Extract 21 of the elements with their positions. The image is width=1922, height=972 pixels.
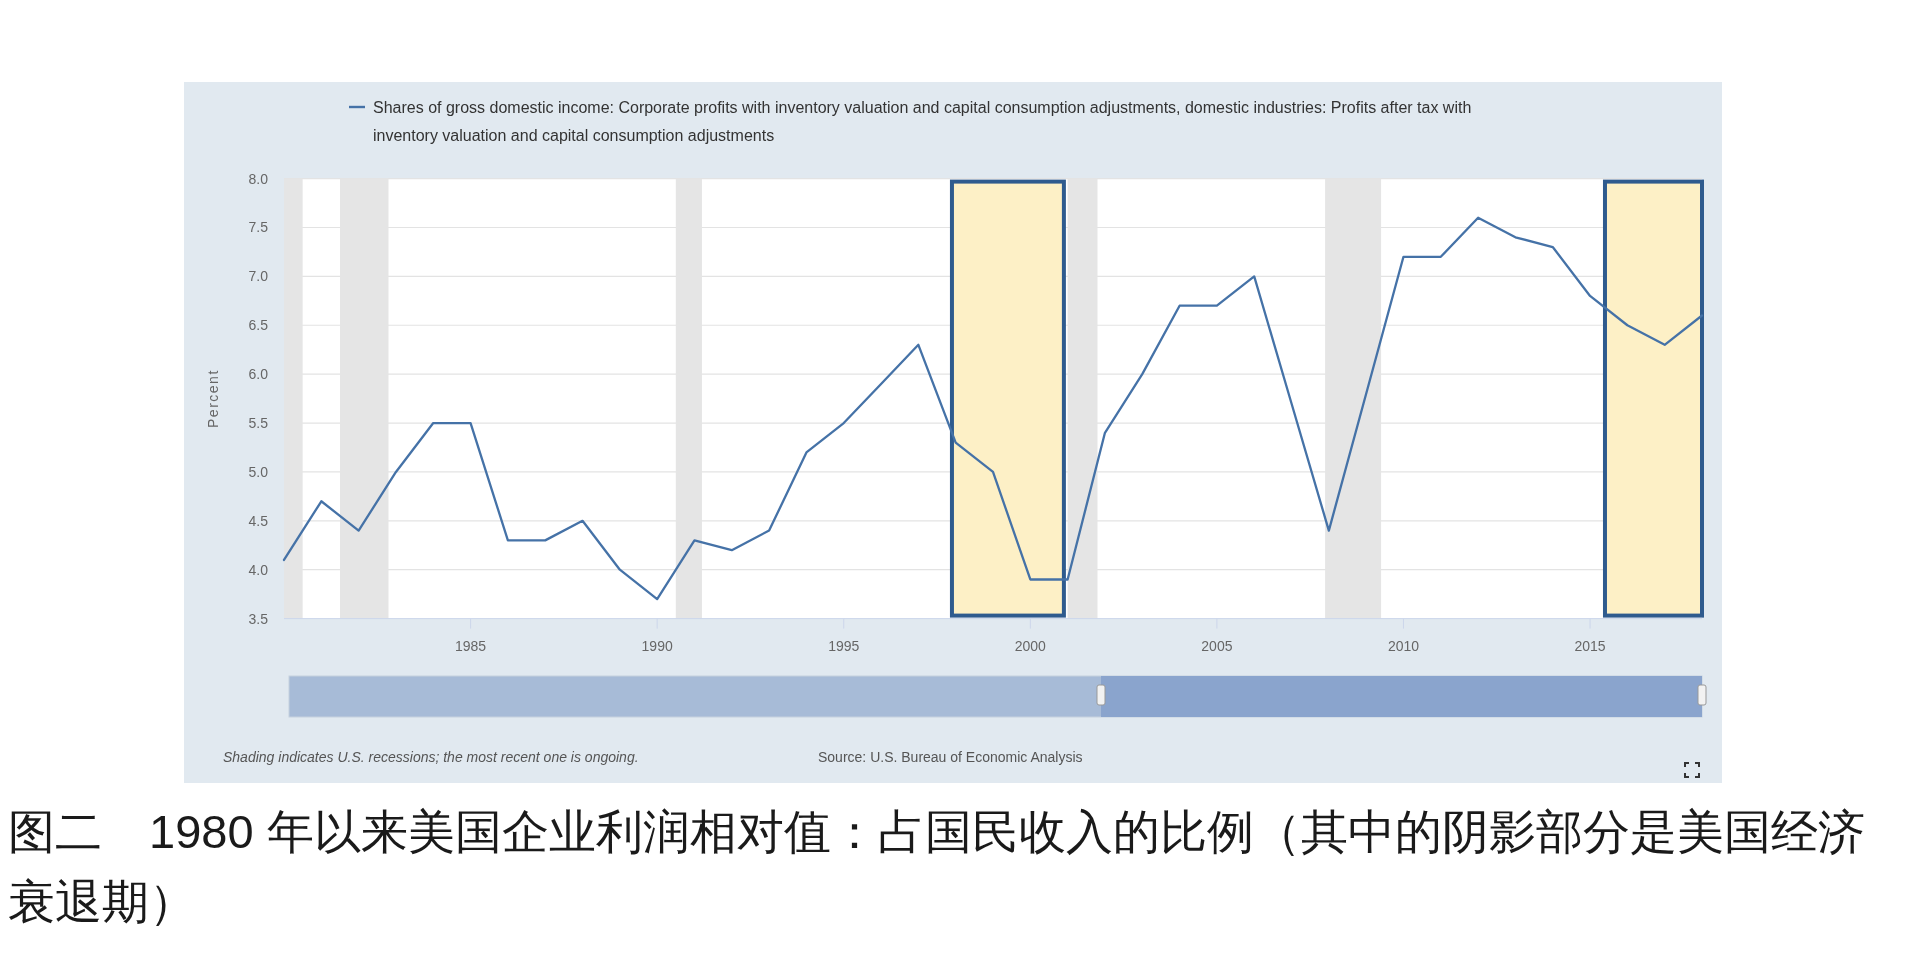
x-tick-label: 1990: [641, 637, 673, 654]
y-tick-label: 3.5: [248, 610, 269, 627]
x-tick-label: 1995: [828, 637, 860, 654]
y-tick-label: 6.0: [248, 366, 269, 383]
y-tick-label: 5.5: [248, 415, 269, 432]
title: 图二 1980 年以来美国企业利润相对值：占国民收入的比例（其中的阴影部分是美国经济衰退期）: [8, 805, 1865, 928]
y-axis-title: Percent: [205, 369, 221, 428]
y-tick-label: 6.5: [248, 317, 269, 334]
y-tick-label: 7.5: [248, 219, 269, 236]
y-tick-label: 5.0: [248, 463, 269, 480]
x-tick-label: 2010: [1387, 637, 1420, 654]
y-tick-label: 8.0: [248, 170, 269, 187]
x-tick-label: 1985: [455, 637, 487, 654]
x-tick-label: 2000: [1014, 637, 1047, 654]
y-tick-label: 4.5: [248, 512, 269, 529]
y-tick-label: 7.0: [248, 268, 269, 285]
source-note: Source: U.S. Bureau of Economic Analysis: [818, 749, 1083, 765]
x-tick-label: 2015: [1574, 637, 1606, 654]
text: Shading indicates U.S. recessions; the most recent one is ongoing.: [223, 749, 639, 765]
y-tick-label: 4.0: [248, 561, 269, 578]
x-tick-label: 2005: [1201, 637, 1233, 654]
